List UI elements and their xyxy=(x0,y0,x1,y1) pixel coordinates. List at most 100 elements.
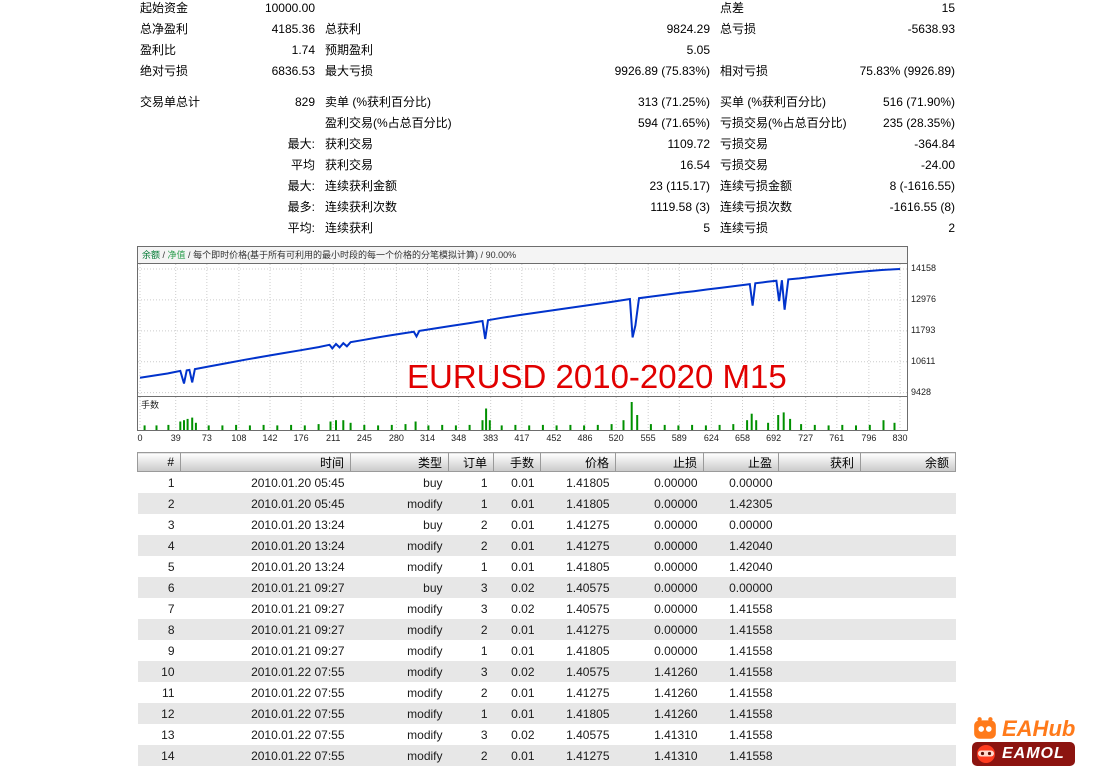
order-cell: 2010.01.22 07:55 xyxy=(251,706,345,721)
order-cell: 0.00000 xyxy=(654,601,698,616)
lots-bar xyxy=(179,421,182,430)
order-row[interactable]: 9 2010.01.21 09:27 modify 1 0.01 1.41805 0.000… xyxy=(138,640,956,661)
order-cell: 3 xyxy=(480,580,488,595)
legend-equity-label: 净值 xyxy=(167,250,186,260)
order-cell: 2010.01.20 05:45 xyxy=(251,475,345,490)
stats-row: 总净盈利 4185.36 总获利 9824.29 总亏损 -5638.93 xyxy=(140,18,955,39)
stats-value: 最大: xyxy=(287,179,315,193)
order-cell: 3 xyxy=(480,727,488,742)
stats-label: 连续获利 xyxy=(325,221,374,235)
order-cell: 0.02 xyxy=(511,580,535,595)
x-axis-tick-label: 727 xyxy=(798,433,814,443)
lots-bars-plot xyxy=(139,397,901,430)
order-row[interactable]: 5 2010.01.20 13:24 modify 1 0.01 1.41805 0.000… xyxy=(138,556,956,577)
lots-bar xyxy=(893,422,896,430)
order-cell: modify xyxy=(407,748,443,763)
orders-column-header: 类型 xyxy=(350,452,449,472)
lots-bar xyxy=(454,425,457,430)
order-cell: 2010.01.20 13:24 xyxy=(251,517,345,532)
stats-label: 绝对亏损 xyxy=(140,64,189,78)
stats-row: 起始资金 10000.00 点差 15 xyxy=(140,0,955,18)
lots-panel: 手数 xyxy=(138,396,907,430)
orders-column-header: 价格 xyxy=(540,452,616,472)
lots-bar xyxy=(767,422,770,430)
lots-bar xyxy=(194,422,197,430)
lots-bar xyxy=(500,425,503,430)
chart-annotation-text: EURUSD 2010-2020 M15 xyxy=(407,358,787,395)
x-axis-tick-label: 624 xyxy=(703,433,719,443)
order-cell: 2010.01.21 09:27 xyxy=(251,601,345,616)
order-row[interactable]: 8 2010.01.21 09:27 modify 2 0.01 1.41275 0.000… xyxy=(137,619,956,640)
order-cell: 14 xyxy=(161,748,175,763)
stats-value: 16.54 xyxy=(679,157,710,172)
order-cell: 2010.01.21 09:27 xyxy=(251,580,345,595)
order-cell xyxy=(779,682,861,703)
order-row[interactable]: 4 2010.01.20 13:24 modify 2 0.01 1.41275 0.000… xyxy=(137,535,956,556)
order-cell: 7 xyxy=(167,601,175,616)
eahub-robot-icon xyxy=(974,717,996,739)
lots-bar xyxy=(342,420,345,430)
stats-label: 连续亏损金额 xyxy=(720,179,793,193)
order-cell: modify xyxy=(407,496,443,511)
order-row[interactable]: 12 2010.01.22 07:55 modify 1 0.01 1.41805 1.41… xyxy=(137,703,956,724)
order-cell: 1.41558 xyxy=(729,601,773,616)
x-axis-tick-label: 314 xyxy=(420,433,436,443)
order-row[interactable]: 3 2010.01.20 13:24 buy 2 0.01 1.41275 0.00000 0… xyxy=(138,514,956,535)
order-row[interactable]: 1 2010.01.20 05:45 buy 1 0.01 1.41805 0.00000 0… xyxy=(138,472,956,494)
stats-label: 盈利交易(%占总百分比) xyxy=(325,116,452,130)
order-cell xyxy=(779,472,861,494)
order-row[interactable]: 14 2010.01.22 07:55 modify 2 0.01 1.41275 1.41… xyxy=(137,745,956,766)
order-cell: 0.01 xyxy=(511,748,535,763)
stats-label xyxy=(140,196,255,217)
lots-bar xyxy=(704,425,707,430)
order-cell: 0.00000 xyxy=(654,496,698,511)
y-axis-tick-label: 12976 xyxy=(911,293,937,304)
orders-column-header: # xyxy=(137,452,181,472)
stats-label: 最大亏损 xyxy=(325,64,374,78)
stats-row: 绝对亏损 6836.53 最大亏损 9926.89 (75.83%) 相对亏损 75.83… xyxy=(140,60,955,81)
lots-bar xyxy=(813,424,816,430)
order-cell xyxy=(861,577,956,598)
x-axis-tick-label: 383 xyxy=(483,433,499,443)
order-cell xyxy=(861,472,956,494)
stats-label xyxy=(710,39,847,60)
order-row[interactable]: 13 2010.01.22 07:55 modify 3 0.02 1.40575 1.41… xyxy=(138,724,956,745)
order-cell: modify xyxy=(407,664,443,679)
stats-label: 连续亏损次数 xyxy=(720,200,793,214)
x-axis-tick-label: 486 xyxy=(577,433,593,443)
lots-bar xyxy=(789,418,792,430)
lots-bar xyxy=(186,418,189,430)
stats-label: 连续亏损 xyxy=(720,221,769,235)
order-cell: 10 xyxy=(161,664,175,679)
order-row[interactable]: 11 2010.01.22 07:55 modify 2 0.01 1.41275 1.41… xyxy=(138,682,956,703)
x-axis-tick-label: 142 xyxy=(262,433,278,443)
order-cell: modify xyxy=(407,538,443,553)
order-cell: 0.01 xyxy=(511,475,535,490)
order-cell: 1.41260 xyxy=(654,664,698,679)
order-cell: 4 xyxy=(167,538,175,553)
order-cell: 6 xyxy=(167,580,175,595)
order-cell: 0.00000 xyxy=(654,475,698,490)
order-cell: 1.41275 xyxy=(566,748,610,763)
order-row[interactable]: 2 2010.01.20 05:45 modify 1 0.01 1.41805 0.000… xyxy=(137,493,956,514)
order-row[interactable]: 6 2010.01.21 09:27 buy 3 0.02 1.40575 0.00000 0… xyxy=(137,577,956,598)
legend-modeling-description: 每个即时价格(基于所有可利用的最小时段的每一个价格的分笔模拟计算) xyxy=(193,250,479,260)
order-cell: 2010.01.22 07:55 xyxy=(251,664,345,679)
lots-bar xyxy=(777,415,780,430)
order-row[interactable]: 7 2010.01.21 09:27 modify 3 0.02 1.40575 0.000… xyxy=(138,598,956,619)
stats-value: 1109.72 xyxy=(667,136,711,151)
order-cell: 0.02 xyxy=(511,664,535,679)
order-cell: 1.41275 xyxy=(566,538,610,553)
order-cell: modify xyxy=(407,643,443,658)
order-cell: 12 xyxy=(161,706,175,721)
order-cell: 0.00000 xyxy=(654,559,698,574)
lots-bar xyxy=(468,424,471,430)
order-cell: 2 xyxy=(480,685,488,700)
lots-bar xyxy=(221,425,224,430)
stats-value xyxy=(255,112,315,133)
lots-bar xyxy=(191,417,194,430)
stats-value xyxy=(847,39,955,60)
order-row[interactable]: 10 2010.01.22 07:55 modify 3 0.02 1.40575 1.41… xyxy=(137,661,956,682)
order-cell: 1.41558 xyxy=(729,685,773,700)
lots-bar xyxy=(441,424,444,430)
